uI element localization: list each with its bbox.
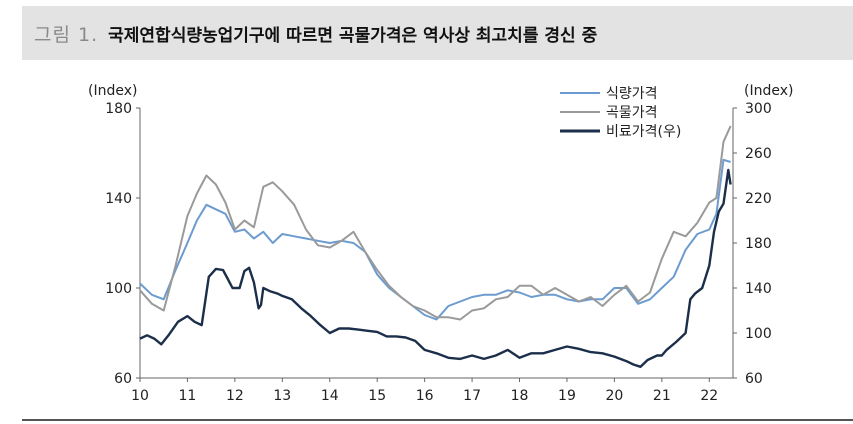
x-tick-label: 11 [179, 388, 197, 404]
x-tick-label: 13 [273, 388, 291, 404]
x-tick-label: 12 [226, 388, 244, 404]
left-axis-unit: (Index) [88, 83, 137, 99]
left-tick-label: 140 [105, 191, 132, 207]
x-tick-label: 17 [463, 388, 481, 404]
series-line-food [139, 158, 731, 321]
figure-number: 그림 1. [34, 23, 99, 46]
figure-header: 그림 1. 국제연합식량농업기구에 따르면 곡물가격은 역사상 최고치를 경신 … [22, 6, 853, 60]
right-tick-label: 100 [745, 326, 772, 342]
right-tick-label: 260 [745, 146, 772, 162]
legend-label-cereal: 곡물가격 [606, 105, 658, 121]
legend-label-food: 식량가격 [606, 86, 658, 102]
x-tick-label: 14 [321, 388, 339, 404]
x-tick-label: 20 [605, 388, 623, 404]
right-tick-label: 140 [745, 281, 772, 297]
bottom-divider [22, 419, 853, 421]
series-lines [139, 125, 732, 368]
right-tick-label: 300 [745, 101, 772, 117]
x-tick-label: 15 [368, 388, 386, 404]
left-tick-label: 180 [105, 101, 132, 117]
left-tick-label: 60 [114, 371, 132, 387]
right-tick-label: 180 [745, 236, 772, 252]
x-tick-label: 16 [416, 388, 434, 404]
right-tick-label: 220 [745, 191, 772, 207]
x-tick-label: 19 [558, 388, 576, 404]
right-axis-unit: (Index) [744, 83, 793, 99]
x-tick-label: 10 [131, 388, 149, 404]
series-line-fertilizer [139, 168, 732, 368]
x-tick-label: 18 [511, 388, 529, 404]
axes: 60 100 140 180 60 100 140 180 220 260 300 10 11 12 13 1… [105, 101, 771, 404]
series-line-cereal [139, 125, 732, 321]
figure-title: 국제연합식량농업기구에 따르면 곡물가격은 역사상 최고치를 경신 중 [108, 25, 598, 46]
x-tick-label: 21 [653, 388, 671, 404]
left-tick-label: 100 [105, 281, 132, 297]
right-tick-label: 60 [745, 371, 763, 387]
x-tick-label: 22 [700, 388, 718, 404]
legend-label-fertilizer: 비료가격(우) [606, 124, 681, 140]
